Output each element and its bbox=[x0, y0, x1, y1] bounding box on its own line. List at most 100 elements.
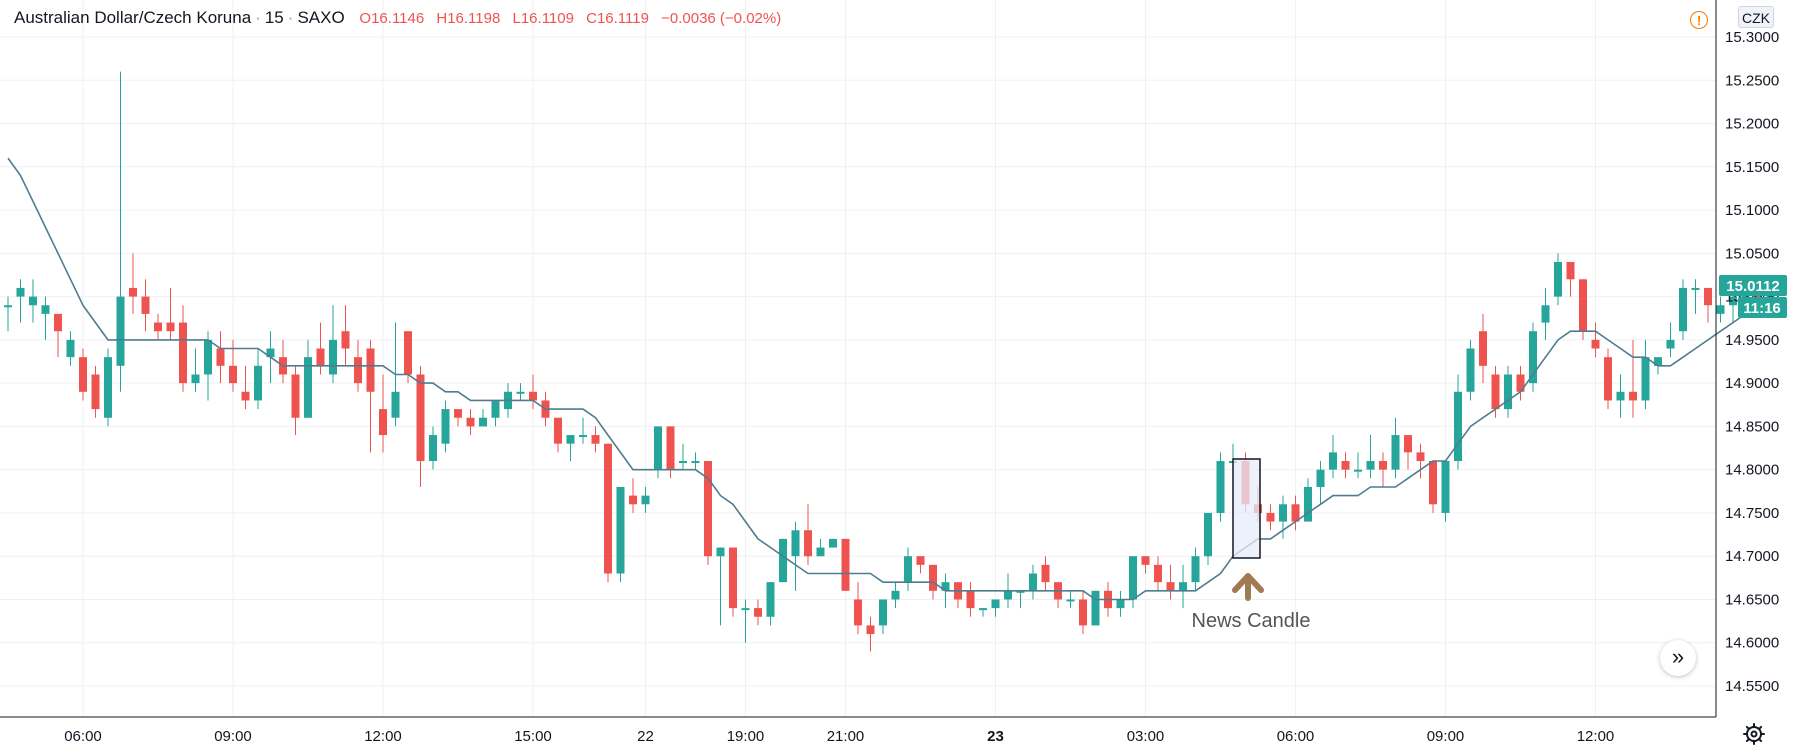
symbol-name[interactable]: Australian Dollar/Czech Koruna bbox=[14, 8, 252, 27]
scroll-right-icon[interactable]: » bbox=[1660, 640, 1696, 676]
close-value: C16.1119 bbox=[586, 10, 649, 27]
candle bbox=[1704, 287, 1712, 323]
interval-label[interactable]: 15 bbox=[264, 8, 284, 27]
candle-body bbox=[1366, 461, 1375, 470]
time-tick-label: 06:00 bbox=[1277, 728, 1315, 745]
candle-body bbox=[1429, 461, 1437, 505]
settings-gear-icon[interactable] bbox=[1742, 722, 1766, 746]
candle-body bbox=[929, 564, 937, 591]
candle-body bbox=[1291, 504, 1300, 522]
time-tick-label: 22 bbox=[637, 728, 654, 745]
candle-body bbox=[616, 486, 625, 574]
candle bbox=[66, 331, 75, 366]
candle-body bbox=[1766, 287, 1775, 306]
price-tick-label: 15.1000 bbox=[1725, 202, 1779, 219]
candle-body bbox=[1266, 512, 1275, 522]
candle bbox=[1454, 374, 1462, 470]
candle-body bbox=[216, 348, 225, 366]
candle-body bbox=[1491, 374, 1500, 410]
candle bbox=[104, 348, 112, 427]
candle bbox=[1504, 365, 1512, 418]
candle-body bbox=[329, 339, 337, 375]
candle-body bbox=[904, 556, 912, 583]
candle bbox=[1479, 313, 1487, 384]
candle-body bbox=[516, 391, 525, 394]
candle-body bbox=[166, 322, 175, 332]
candle bbox=[1416, 443, 1425, 479]
candle bbox=[1204, 512, 1212, 565]
symbol-legend: Australian Dollar/Czech Koruna · 15 · SAXO O… bbox=[14, 8, 789, 28]
candle bbox=[1529, 322, 1537, 392]
candle bbox=[279, 339, 287, 384]
candles-layer bbox=[4, 71, 1775, 652]
candle-body bbox=[829, 538, 837, 548]
candle-body bbox=[404, 331, 412, 375]
candle bbox=[341, 305, 350, 366]
candle-body bbox=[1316, 469, 1325, 487]
candle bbox=[566, 435, 575, 462]
candle-body bbox=[779, 538, 787, 583]
candle bbox=[1541, 287, 1550, 340]
candle-body bbox=[866, 625, 875, 635]
candle-body bbox=[1129, 556, 1137, 600]
time-tick-label: 12:00 bbox=[364, 728, 402, 745]
time-tick-label: 21:00 bbox=[827, 728, 865, 745]
candle-body bbox=[766, 582, 775, 617]
candle bbox=[654, 426, 662, 479]
candle bbox=[816, 538, 825, 557]
price-tick-label: 15.2500 bbox=[1725, 72, 1779, 89]
candle-body bbox=[29, 296, 37, 306]
candle bbox=[229, 339, 237, 392]
candle-body bbox=[816, 547, 825, 557]
candle-body bbox=[1741, 287, 1750, 306]
candle bbox=[754, 599, 762, 626]
candle bbox=[329, 305, 337, 384]
currency-button[interactable]: CZK bbox=[1738, 6, 1774, 28]
candle-body bbox=[291, 374, 300, 418]
candle-body bbox=[1204, 512, 1212, 557]
news-candle-highlight bbox=[1232, 458, 1261, 559]
news-candle-annotation: News Candle bbox=[1192, 610, 1311, 632]
candle-body bbox=[1504, 374, 1512, 410]
time-tick-label: 19:00 bbox=[727, 728, 765, 745]
candle bbox=[1141, 556, 1150, 574]
candle bbox=[904, 547, 912, 591]
low-value: L16.1109 bbox=[512, 10, 574, 27]
candle-body bbox=[254, 365, 262, 401]
candle-body bbox=[991, 599, 1000, 609]
time-tick-label: 09:00 bbox=[214, 728, 252, 745]
time-axis[interactable]: 06:00 09:00 12:00 15:00 22 19:00 21:00 23 03:00 0… bbox=[64, 728, 1614, 745]
alert-icon[interactable]: ! bbox=[1690, 11, 1708, 29]
candle bbox=[779, 538, 787, 583]
candle bbox=[966, 582, 975, 617]
candle-body bbox=[1066, 599, 1075, 602]
candle-body bbox=[741, 608, 750, 611]
price-tick-label: 14.7000 bbox=[1725, 548, 1779, 565]
candle bbox=[666, 426, 675, 479]
candle-body bbox=[316, 348, 325, 366]
candle-body bbox=[854, 599, 862, 626]
candle-body bbox=[416, 374, 425, 462]
candle bbox=[4, 296, 12, 332]
candle-body bbox=[1116, 599, 1125, 609]
candle-body bbox=[1354, 469, 1362, 472]
up-arrow-icon bbox=[1232, 573, 1264, 601]
price-axis[interactable]: 15.3000 15.2500 15.2000 15.1500 15.1000 15.05… bbox=[1725, 29, 1779, 695]
candle-body bbox=[379, 409, 387, 436]
candle bbox=[1029, 564, 1037, 600]
candle bbox=[154, 313, 162, 340]
candle-body bbox=[1691, 287, 1700, 290]
candle bbox=[1566, 261, 1575, 297]
candle bbox=[304, 339, 312, 418]
candle-body bbox=[1729, 296, 1737, 306]
candle-body bbox=[591, 435, 600, 444]
candle bbox=[716, 547, 725, 626]
candle bbox=[629, 478, 637, 513]
candle-body bbox=[1566, 261, 1575, 280]
candle bbox=[1404, 435, 1412, 470]
candle-body bbox=[116, 296, 125, 366]
candle bbox=[91, 365, 100, 418]
candle bbox=[1079, 590, 1087, 635]
candle bbox=[1554, 253, 1562, 306]
